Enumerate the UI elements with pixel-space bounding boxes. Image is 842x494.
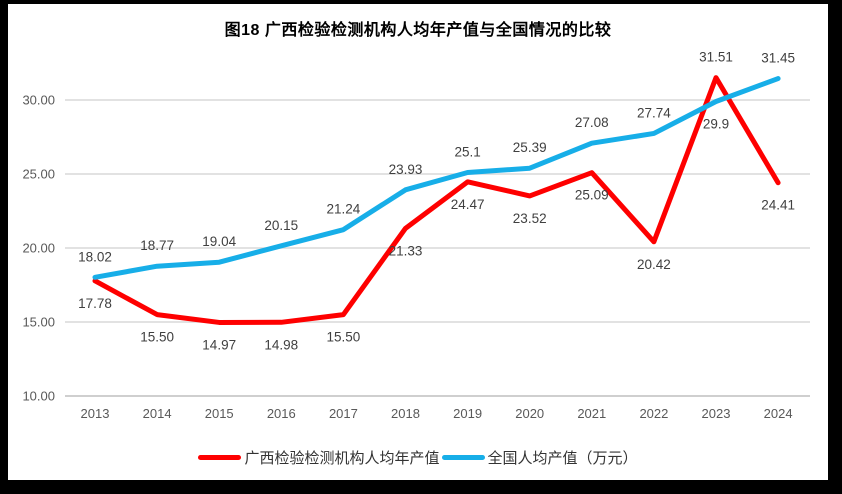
data-label-national: 27.74 [637,105,671,120]
chart-title: 图18 广西检验检测机构人均年产值与全国情况的比较 [224,22,612,39]
series-line-national[interactable] [92,76,781,280]
data-label-national: 25.1 [454,145,480,160]
x-tick-label: 2013 [81,406,110,421]
data-label-guangxi: 21.33 [389,243,423,258]
chart-legend: 广西检验检测机构人均年产值 全国人均产值（万元） [8,444,828,470]
x-tick-label: 2014 [143,406,172,421]
data-label-national: 21.24 [327,202,361,217]
x-tick-label: 2021 [577,406,606,421]
x-tick-label: 2019 [453,406,482,421]
data-label-guangxi: 15.50 [140,330,174,345]
y-tick-label: 30.00 [22,93,55,108]
chart-canvas: 10.00 15.00 20.00 25.00 30.00 2013 2014 2015 201… [8,4,828,480]
x-tick-label: 2022 [639,406,668,421]
y-tick-label: 10.00 [22,389,55,404]
legend-swatch-national-icon [441,454,485,460]
data-label-guangxi: 23.52 [513,211,547,226]
data-label-guangxi: 20.42 [637,257,671,272]
y-tick-label: 20.00 [22,241,55,256]
data-label-national: 29.9 [703,116,729,131]
x-tick-label: 2024 [764,406,793,421]
y-tick-label: 15.00 [22,315,55,330]
legend-swatch-guangxi-icon [198,454,242,460]
data-label-national: 27.08 [575,115,609,130]
x-tick-label: 2020 [515,406,544,421]
data-label-guangxi: 14.97 [202,337,236,352]
legend-label-guangxi: 广西检验检测机构人均年产值 [244,449,440,467]
data-label-national: 31.45 [761,51,795,66]
data-label-national: 25.39 [513,140,547,155]
x-tick-label: 2015 [205,406,234,421]
data-label-national: 19.04 [202,234,236,249]
data-label-national: 23.93 [389,162,423,177]
x-tick-label: 2018 [391,406,420,421]
x-tick-label: 2023 [702,406,731,421]
data-label-guangxi: 24.47 [451,197,485,212]
data-label-guangxi: 17.78 [78,296,112,311]
legend-label-national: 全国人均产值（万元） [487,449,638,467]
data-label-guangxi: 25.09 [575,188,609,203]
data-label-national: 18.02 [78,249,112,264]
x-tick-label: 2017 [329,406,358,421]
data-label-national: 18.77 [140,238,174,253]
data-label-guangxi: 15.50 [327,330,361,345]
x-tick-label: 2016 [267,406,296,421]
data-label-guangxi: 14.98 [264,337,298,352]
legend-item-guangxi[interactable]: 广西检验检测机构人均年产值 [198,447,440,468]
data-label-national: 20.15 [264,218,298,233]
data-label-guangxi: 24.41 [761,198,795,213]
legend-item-national[interactable]: 全国人均产值（万元） [441,447,638,468]
data-label-guangxi: 31.51 [699,50,733,65]
line-chart: 10.00 15.00 20.00 25.00 30.00 2013 2014 2015 201… [22,50,810,421]
series-line-guangxi[interactable] [92,75,781,325]
y-tick-label: 25.00 [22,167,55,182]
